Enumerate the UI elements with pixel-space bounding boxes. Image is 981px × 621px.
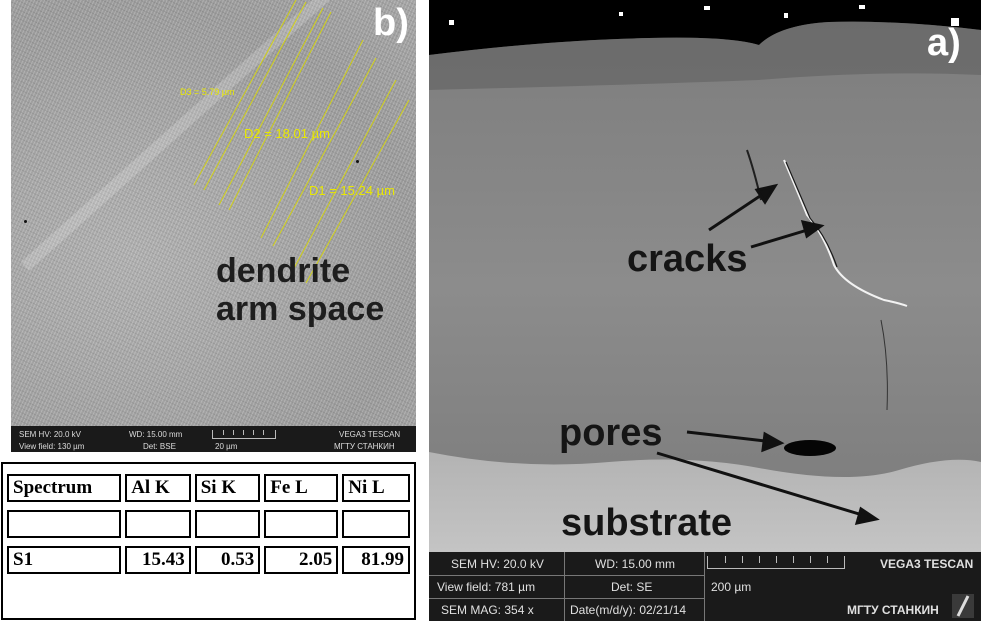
header-cell: Si K <box>194 474 261 502</box>
info-hv: SEM HV: 20.0 kV <box>451 557 544 571</box>
sem-info-bar-a: SEM HV: 20.0 kV WD: 15.00 mm VEGA3 TESCA… <box>429 552 981 621</box>
annotation-pores: pores <box>559 412 663 454</box>
header-cell: Fe L <box>264 474 339 502</box>
table-header-row: Spectrum Al K Si K Fe L Ni L <box>7 474 410 502</box>
annotation-line-1: dendrite <box>216 252 351 290</box>
info-brand: VEGA3 TESCAN <box>880 557 974 571</box>
panel-label-a: a) <box>927 22 961 64</box>
annotation-cracks: cracks <box>627 238 748 280</box>
info-scale: 20 µm <box>215 442 238 451</box>
info-org: МГТУ СТАНКИН <box>847 603 939 617</box>
info-scale: 200 µm <box>711 580 752 594</box>
table: Spectrum Al K Si K Fe L Ni L S1 15.43 0.… <box>3 466 414 582</box>
info-date: Date(m/d/y): 02/21/14 <box>570 603 687 617</box>
table-cell <box>125 510 191 538</box>
scale-bar <box>707 556 845 569</box>
measurement-lines <box>193 0 410 284</box>
info-wd: WD: 15.00 mm <box>129 430 183 439</box>
annotation-line-2: arm space <box>216 290 385 328</box>
particle-dot <box>356 160 359 163</box>
info-det: Det: SE <box>611 580 653 594</box>
info-wd: WD: 15.00 mm <box>595 557 676 571</box>
header-cell: Ni L <box>342 474 410 502</box>
table-cell <box>342 510 410 538</box>
table-cell: S1 <box>7 546 122 574</box>
measurement-d3: D3 = 5.79 µm <box>180 87 235 97</box>
spectrum-table: Spectrum Al K Si K Fe L Ni L S1 15.43 0.… <box>1 462 416 620</box>
info-org: МГТУ СТАНКИН <box>334 442 395 451</box>
particle-dot <box>24 220 27 223</box>
scale-bar <box>212 430 276 439</box>
table-cell <box>7 510 122 538</box>
table-cell: 81.99 <box>342 546 410 574</box>
header-cell: Spectrum <box>7 474 122 502</box>
table-row <box>7 510 410 538</box>
measurement-d1: D1 = 15.24 µm <box>309 183 395 198</box>
table-cell <box>264 510 339 538</box>
cross-section-graphic <box>429 0 981 552</box>
micrograph-texture <box>11 0 416 426</box>
measurement-d2: D2 = 18.01 µm <box>244 126 330 141</box>
info-mag: SEM MAG: 354 x <box>441 603 534 617</box>
table-cell: 15.43 <box>125 546 191 574</box>
table-row: S1 15.43 0.53 2.05 81.99 <box>7 546 410 574</box>
annotation-substrate: substrate <box>561 502 733 544</box>
header-cell: Al K <box>125 474 191 502</box>
sem-info-bar-b: SEM HV: 20.0 kV WD: 15.00 mm VEGA3 TESCA… <box>11 426 416 452</box>
info-hv: SEM HV: 20.0 kV <box>19 430 81 439</box>
tescan-logo-icon <box>952 594 974 618</box>
annotation-dendrite-arm-space: dendrite arm space <box>216 252 384 328</box>
panel-label-b: b) <box>373 2 409 44</box>
info-det: Det: BSE <box>143 442 176 451</box>
table-cell <box>194 510 261 538</box>
info-view-field: View field: 130 µm <box>19 442 85 451</box>
info-brand: VEGA3 TESCAN <box>339 430 401 439</box>
sem-image-cross-section: a) cracks pores substrate SEM HV: 20.0 k… <box>429 0 981 621</box>
table-cell: 0.53 <box>194 546 261 574</box>
sem-image-dendrites: D3 = 5.79 µm D2 = 18.01 µm D1 = 15.24 µm… <box>11 0 416 452</box>
table-cell: 2.05 <box>264 546 339 574</box>
info-view-field: View field: 781 µm <box>437 580 536 594</box>
